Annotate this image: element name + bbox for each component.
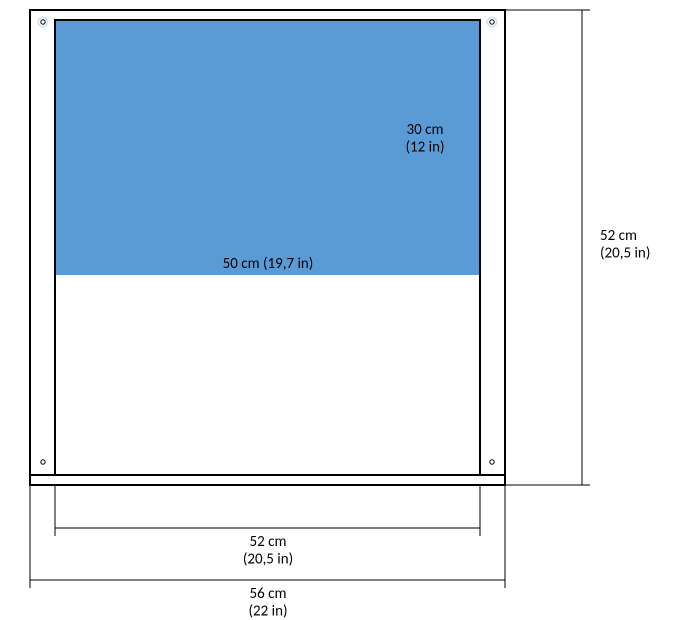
mount-hole [490, 460, 494, 464]
mount-hole [41, 20, 45, 24]
dim-bottom-inner-label-line: 52 cm [250, 533, 287, 551]
dim-panel-width-label: 50 cm (19,7 in) [223, 255, 314, 273]
dim-panel-width-label-line: 50 cm (19,7 in) [223, 255, 314, 273]
dim-panel-height-label-line: (12 in) [405, 138, 444, 156]
dim-bottom-outer-label-line: (22 in) [248, 602, 287, 620]
dim-bottom-outer-label-line: 56 cm [250, 585, 287, 603]
mount-hole [41, 460, 45, 464]
dim-right-label-line: (20,5 in) [600, 244, 650, 262]
dim-bottom-outer-label: 56 cm(22 in) [248, 585, 287, 620]
dim-panel-height-label: 30 cm(12 in) [405, 121, 444, 156]
dim-bottom-inner-label-line: (20,5 in) [243, 550, 293, 568]
dim-panel-height-label-line: 30 cm [407, 121, 444, 139]
dim-bottom-inner-label: 52 cm(20,5 in) [243, 533, 293, 568]
mount-hole [490, 20, 494, 24]
dim-right-label-line: 52 cm [600, 227, 637, 245]
